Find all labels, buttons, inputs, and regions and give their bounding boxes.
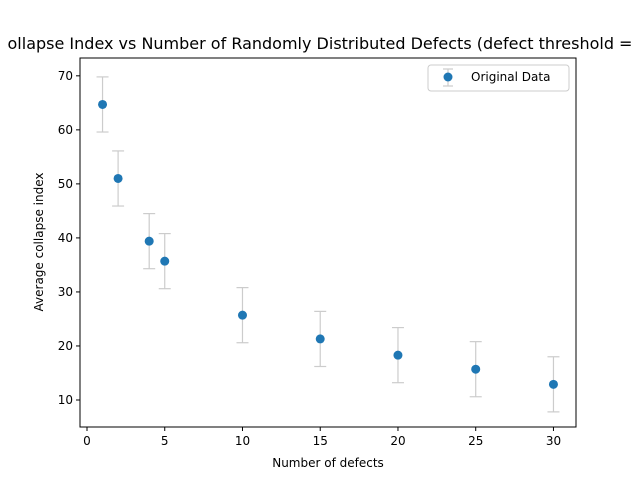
data-point <box>98 99 108 109</box>
data-point <box>237 310 247 320</box>
y-tick-label: 40 <box>58 231 73 245</box>
data-point <box>160 256 170 266</box>
x-tick-label: 30 <box>546 434 561 448</box>
chart-title: ollapse Index vs Number of Randomly Dist… <box>8 34 633 53</box>
x-tick-label: 0 <box>83 434 91 448</box>
y-tick-label: 30 <box>58 285 73 299</box>
legend-marker-icon <box>443 72 453 82</box>
x-tick-label: 10 <box>235 434 250 448</box>
plot-frame <box>79 57 577 428</box>
y-axis-label: Average collapse index <box>32 173 46 312</box>
x-tick-label: 20 <box>390 434 405 448</box>
data-points <box>98 99 558 389</box>
y-tick-label: 50 <box>58 177 73 191</box>
x-tick-label: 25 <box>468 434 483 448</box>
data-point <box>393 350 403 360</box>
y-tick-label: 10 <box>58 393 73 407</box>
data-point <box>144 236 154 246</box>
legend-box <box>427 64 570 92</box>
y-tick-label: 60 <box>58 123 73 137</box>
data-point <box>548 379 558 389</box>
data-point <box>471 364 481 374</box>
y-tick-label: 70 <box>58 69 73 83</box>
legend-label: Original Data <box>471 70 550 84</box>
x-axis-ticks: 0 5 10 15 20 25 30 <box>83 427 561 448</box>
y-axis-ticks: 10 20 30 40 50 60 70 <box>58 69 80 407</box>
x-tick-label: 5 <box>161 434 169 448</box>
legend: Original Data <box>427 64 570 92</box>
x-tick-label: 15 <box>313 434 328 448</box>
y-tick-label: 20 <box>58 339 73 353</box>
data-point <box>113 173 123 183</box>
data-point <box>315 334 325 344</box>
x-axis-label: Number of defects <box>272 456 384 470</box>
